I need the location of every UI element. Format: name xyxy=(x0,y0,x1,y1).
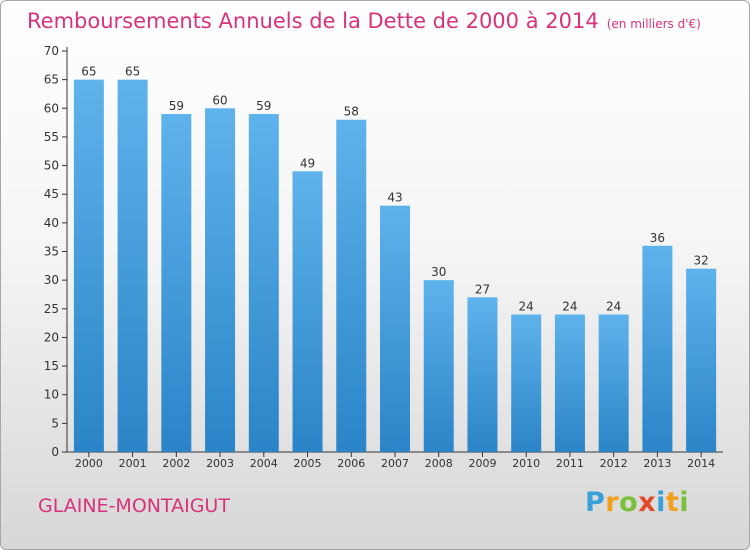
logo-letter: i xyxy=(656,487,666,518)
data-label-2009: 27 xyxy=(475,282,490,296)
x-tick-label: 2003 xyxy=(206,457,234,470)
x-tick-label: 2004 xyxy=(250,457,278,470)
bar-2009 xyxy=(467,297,498,452)
bar-2008 xyxy=(423,280,454,452)
x-tick-label: 2002 xyxy=(162,457,190,470)
x-tick-label: 2009 xyxy=(468,457,496,470)
bar-2006 xyxy=(336,119,367,452)
chart-title: Remboursements Annuels de la Dette de 20… xyxy=(27,9,701,33)
logo-letter: t xyxy=(665,487,680,518)
data-label-2011: 24 xyxy=(562,300,577,314)
x-tick-label: 2005 xyxy=(294,457,322,470)
data-label-2001: 65 xyxy=(125,65,140,79)
axes: 0 5 10 15 20 25 30 35 40 45 50 55 60 65 70 2000 2001 2002… xyxy=(44,44,723,470)
y-tick-label: 25 xyxy=(44,302,59,316)
bar-2002 xyxy=(161,114,192,452)
data-label-2007: 43 xyxy=(387,191,402,205)
bar-2000 xyxy=(73,79,104,453)
x-tick-label: 2011 xyxy=(556,457,584,470)
x-tick-label: 2012 xyxy=(600,457,628,470)
x-tick-label: 2001 xyxy=(119,457,147,470)
data-label-2000: 65 xyxy=(81,65,96,79)
x-tick-label: 2000 xyxy=(75,457,103,470)
bar-2001 xyxy=(117,79,148,453)
logo-letter: i xyxy=(679,487,690,518)
bar-2012 xyxy=(598,314,629,452)
bar-2010 xyxy=(511,314,542,452)
logo-letter: P xyxy=(585,487,606,518)
data-label-2008: 30 xyxy=(431,265,446,279)
chart-title-text: Remboursements Annuels de la Dette de 20… xyxy=(27,9,599,33)
x-tick-label: 2014 xyxy=(687,457,715,470)
bar-2014 xyxy=(686,268,717,452)
chart-unit: (en milliers d'€) xyxy=(606,17,701,31)
data-label-2006: 58 xyxy=(344,105,359,119)
bar-2011 xyxy=(554,314,585,452)
data-label-2003: 60 xyxy=(212,93,227,107)
bar-2007 xyxy=(380,205,410,452)
x-tick-label: 2008 xyxy=(425,457,453,470)
y-tick-label: 45 xyxy=(44,187,59,201)
x-tick-label: 2010 xyxy=(512,457,540,470)
x-tick-label: 2007 xyxy=(381,457,409,470)
y-tick-label: 55 xyxy=(44,130,59,144)
y-tick-label: 65 xyxy=(44,73,59,87)
data-label-2010: 24 xyxy=(519,300,534,314)
bar-2005 xyxy=(292,171,323,453)
y-tick-label: 50 xyxy=(44,159,59,173)
commune-name: GLAINE-MONTAIGUT xyxy=(38,495,230,517)
y-tick-label: 40 xyxy=(44,216,59,230)
bar-2013 xyxy=(642,245,673,452)
data-label-2012: 24 xyxy=(606,300,621,314)
data-labels: 65 65 59 60 59 49 58 43 30 27 24 24 24 36 32 xyxy=(81,65,709,314)
proxiti-logo: Proxiti xyxy=(585,487,689,518)
y-tick-label: 5 xyxy=(51,416,59,430)
logo-letter: r xyxy=(605,487,620,518)
y-tick-label: 70 xyxy=(44,44,59,58)
x-tick-label: 2006 xyxy=(337,457,365,470)
logo-letter: x xyxy=(638,487,657,518)
data-label-2013: 36 xyxy=(650,231,665,245)
y-tick-label: 30 xyxy=(44,273,59,287)
bar-2004 xyxy=(248,114,279,452)
y-tick-label: 10 xyxy=(44,388,59,402)
data-label-2005: 49 xyxy=(300,156,315,170)
data-label-2014: 32 xyxy=(693,254,708,268)
y-tick-label: 20 xyxy=(44,330,59,344)
logo-letter: o xyxy=(619,487,639,518)
x-tick-label: 2013 xyxy=(643,457,671,470)
y-tick-label: 35 xyxy=(44,245,59,259)
y-tick-label: 15 xyxy=(44,359,59,373)
bar-2003 xyxy=(205,108,236,453)
y-tick-label: 0 xyxy=(51,445,59,459)
bars xyxy=(73,79,717,453)
data-label-2004: 59 xyxy=(256,99,271,113)
y-tick-label: 60 xyxy=(44,101,59,115)
data-label-2002: 59 xyxy=(169,99,184,113)
